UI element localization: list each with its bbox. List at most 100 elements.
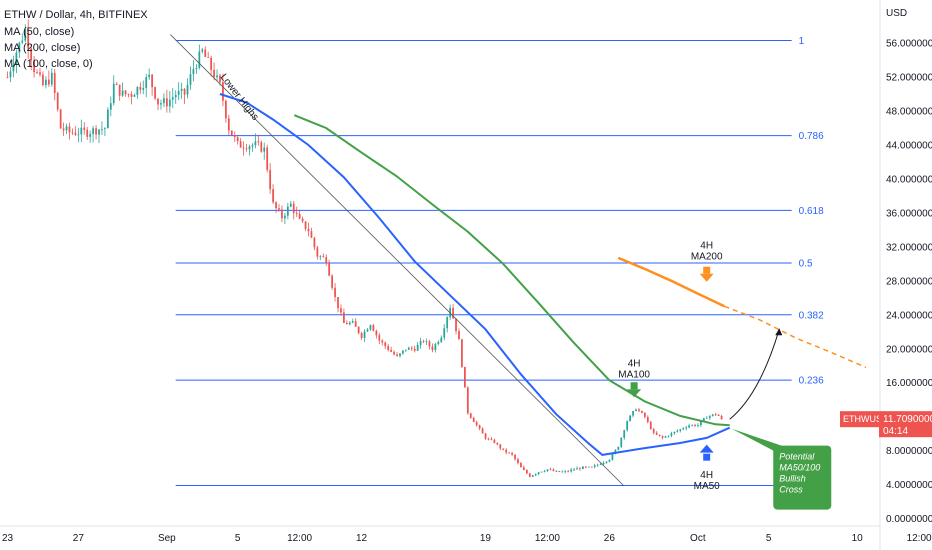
candle-body — [42, 74, 44, 86]
candle-body — [649, 421, 652, 430]
candle-body — [45, 79, 47, 86]
chart-legend[interactable]: ETHW / Dollar, 4h, BITFINEX MA (50, clos… — [4, 9, 148, 70]
legend-ma50[interactable]: MA (50, close) — [4, 26, 74, 38]
candle-body — [224, 100, 227, 119]
candle-body — [360, 333, 363, 338]
candle-body — [348, 322, 351, 325]
candle-body — [372, 325, 375, 331]
ma200-annotation: 4H — [700, 241, 713, 252]
candle-body — [617, 446, 620, 450]
candle-body — [295, 212, 298, 214]
candle-body — [399, 353, 401, 357]
candle-body — [534, 473, 537, 476]
candle-body — [402, 350, 404, 354]
candle-body — [222, 82, 224, 101]
candle-body — [198, 51, 201, 68]
candle-body — [605, 461, 608, 463]
candle-body — [463, 366, 466, 388]
candle-body — [590, 466, 593, 468]
candle-body — [455, 318, 457, 332]
ma200-projection-line[interactable] — [724, 305, 867, 369]
candle-body — [272, 189, 274, 203]
candle-body — [440, 337, 443, 342]
candle-body — [481, 428, 484, 434]
candle-body — [711, 414, 714, 416]
candle-body — [688, 425, 691, 428]
ma50-line[interactable] — [219, 93, 731, 456]
candle-body — [139, 86, 142, 90]
lower-highs-trendline[interactable] — [170, 34, 624, 486]
candle-body — [422, 340, 425, 342]
candle-body — [47, 79, 50, 85]
candle-body — [183, 88, 186, 95]
callout-text: Cross — [779, 485, 803, 495]
candle-body — [587, 466, 590, 468]
candle-body — [434, 344, 437, 351]
candle-body — [573, 469, 575, 471]
candle-body — [679, 429, 682, 431]
candle-body — [213, 69, 215, 78]
candle-body — [192, 69, 195, 75]
ma100-down-arrow-shaft — [630, 382, 638, 390]
candle-body — [584, 466, 587, 468]
candle-body — [437, 341, 440, 345]
candle-body — [171, 97, 174, 100]
candle-body — [602, 462, 605, 465]
candle-body — [298, 213, 301, 219]
candle-body — [685, 427, 688, 429]
candle-body — [487, 438, 490, 440]
candle-body — [239, 141, 242, 148]
candle-body — [661, 436, 664, 438]
legend-ma100[interactable]: MA (100, close, 0) — [4, 58, 93, 70]
candle-body — [546, 469, 549, 472]
x-tick-label: 12:00 — [535, 533, 560, 544]
ma200-line[interactable] — [617, 256, 725, 308]
candle-body — [496, 442, 499, 445]
candle-body — [284, 215, 286, 219]
candle-body — [676, 430, 679, 432]
candle-body — [629, 415, 631, 422]
lower-highs-label: Lower Highs — [218, 72, 261, 123]
candle-body — [714, 414, 717, 416]
candle-body — [478, 425, 481, 429]
callout-text: Potential — [779, 452, 815, 462]
candle-body — [74, 132, 77, 135]
callout-text: MA50/100 — [779, 463, 820, 473]
callout-box[interactable] — [773, 445, 832, 510]
candle-body — [407, 347, 410, 350]
candle-body — [593, 465, 596, 467]
candle-body — [127, 94, 130, 95]
candle-body — [334, 287, 336, 298]
candle-body — [62, 128, 65, 131]
candle-body — [493, 439, 496, 443]
projection-curve[interactable] — [729, 329, 780, 420]
candle-body — [508, 452, 511, 454]
candle-body — [216, 75, 218, 78]
candle-body — [579, 468, 581, 470]
candle-body — [257, 141, 260, 143]
ma100-line[interactable] — [293, 114, 730, 427]
candle-body — [720, 415, 723, 420]
candle-body — [260, 142, 263, 152]
candle-body — [561, 471, 564, 473]
candle-body — [269, 169, 272, 190]
candle-body — [30, 48, 33, 61]
candle-body — [331, 275, 333, 288]
candle-body — [525, 469, 528, 474]
candle-body — [505, 449, 508, 453]
candle-body — [189, 74, 192, 85]
candle-body — [104, 128, 106, 129]
candle-body — [366, 329, 369, 332]
candle-body — [425, 341, 428, 343]
legend-ma200[interactable]: MA (200, close) — [4, 42, 80, 54]
